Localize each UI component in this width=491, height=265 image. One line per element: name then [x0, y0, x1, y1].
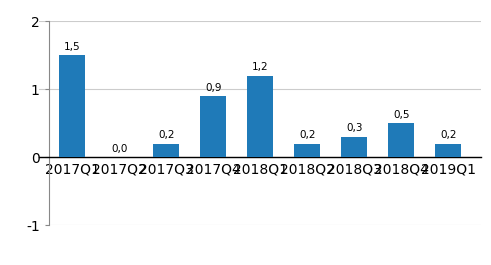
Bar — [200, 96, 226, 157]
Bar — [247, 76, 273, 157]
Text: 0,2: 0,2 — [299, 130, 315, 140]
Text: 0,9: 0,9 — [205, 83, 221, 92]
Text: 0,0: 0,0 — [111, 144, 128, 154]
Bar — [388, 123, 414, 157]
Text: 0,5: 0,5 — [393, 110, 409, 120]
Bar — [153, 144, 179, 157]
Text: 0,3: 0,3 — [346, 123, 362, 133]
Bar — [59, 55, 85, 157]
Bar — [435, 144, 461, 157]
Text: 0,2: 0,2 — [158, 130, 174, 140]
Bar — [341, 137, 367, 157]
Text: 1,2: 1,2 — [252, 62, 269, 72]
Text: 1,5: 1,5 — [64, 42, 81, 52]
Text: 0,2: 0,2 — [440, 130, 457, 140]
Bar — [294, 144, 320, 157]
